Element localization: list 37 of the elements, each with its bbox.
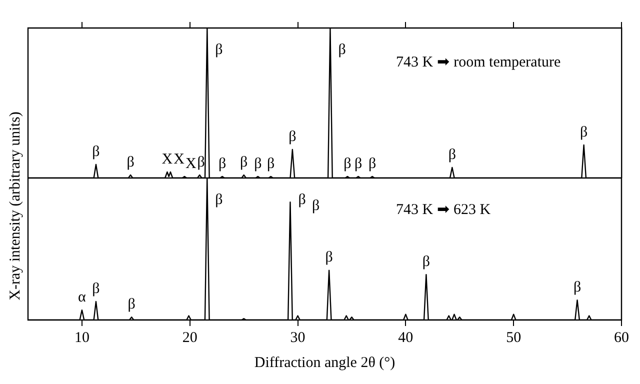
annotation: X (174, 151, 185, 168)
annotation: β (312, 198, 320, 214)
x-tick-label: 30 (290, 330, 306, 346)
annotation: β (580, 124, 588, 140)
annotation: β (218, 156, 226, 172)
annotation: β (267, 156, 275, 172)
x-tick-label: 60 (614, 330, 629, 346)
y-axis-title: X-ray intensity (arbitrary units) (8, 112, 24, 300)
annotation: α (78, 289, 86, 306)
annotation: β (126, 154, 134, 170)
annotation: β (368, 156, 376, 172)
annotation: β (215, 192, 223, 208)
annotation: β (288, 128, 296, 145)
x-tick-label: 50 (506, 330, 522, 346)
annotation: β (128, 296, 136, 313)
annotation: X (185, 156, 196, 172)
x-axis-title: Diffraction angle 2θ (°) (254, 354, 396, 371)
annotation: β (422, 254, 430, 270)
annotation: β (344, 156, 352, 172)
annotation: β (215, 42, 223, 58)
annotation: β (254, 156, 262, 172)
annotation: β (197, 154, 205, 170)
annotation: 743 K ➡ room temperature (396, 54, 561, 70)
annotation: β (92, 144, 100, 160)
annotation: β (92, 280, 100, 297)
annotation: β (240, 154, 248, 170)
annotation: β (338, 42, 346, 58)
annotation: β (298, 192, 306, 208)
annotation: X (162, 151, 173, 168)
x-tick-label: 40 (398, 330, 414, 346)
annotation: β (325, 250, 333, 266)
x-tick-label: 20 (182, 330, 198, 346)
annotation: β (573, 280, 582, 296)
annotation: β (448, 146, 456, 163)
annotation: β (354, 156, 362, 172)
x-tick-label: 10 (74, 330, 90, 346)
annotation: 743 K ➡ 623 K (396, 202, 491, 218)
